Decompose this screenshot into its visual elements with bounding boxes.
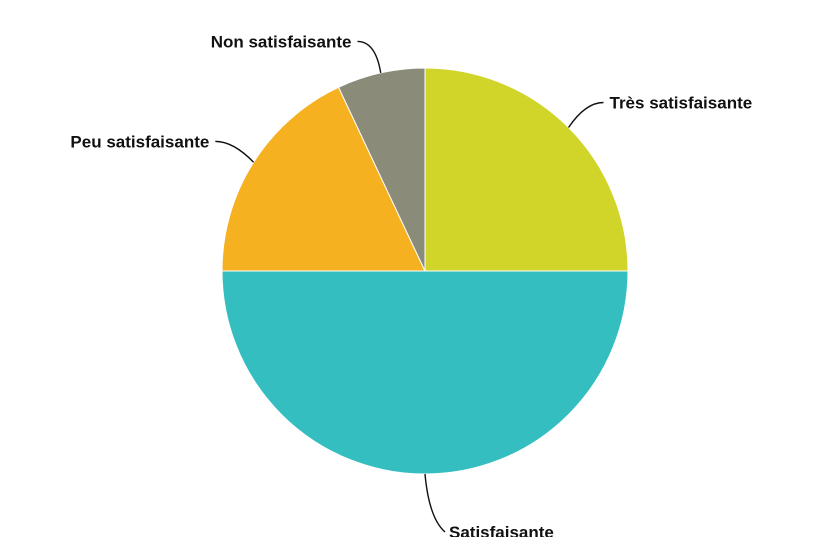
slice-label-peu-satisfaisante: Peu satisfaisante [70,132,209,151]
pie-slice-satisfaisante [221,270,629,475]
pie-slice-tres-satisfaisante [424,67,629,272]
leader-line-peu-satisfaisante [215,140,255,163]
leader-line-tres-satisfaisante [567,101,604,128]
leader-line-non-satisfaisante [357,40,382,74]
slice-label-satisfaisante: Satisfaisante [449,523,554,537]
slices-layer [221,67,629,475]
leader-line-satisfaisante [424,473,446,533]
leader-lines-layer [215,40,604,533]
slice-label-tres-satisfaisante: Très satisfaisante [610,93,753,112]
slice-label-non-satisfaisante: Non satisfaisante [211,32,352,51]
